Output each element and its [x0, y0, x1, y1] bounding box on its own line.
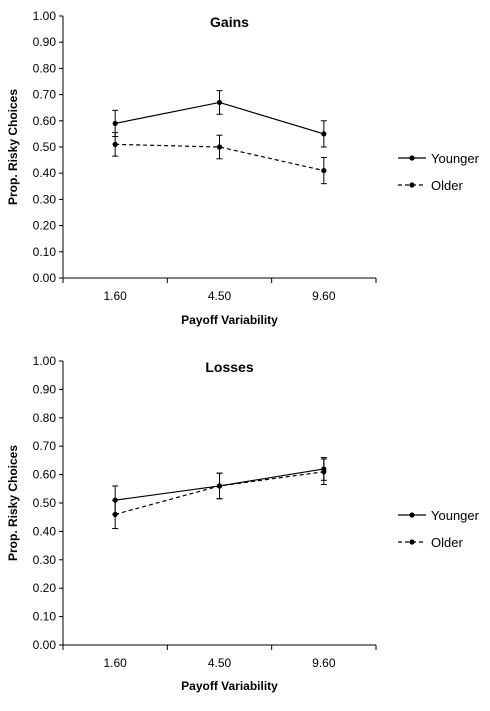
x-axis-label: Payoff Variability	[181, 313, 278, 327]
legend-marker-younger	[409, 512, 415, 518]
data-point-older	[112, 511, 118, 517]
y-tick-label: 0.70	[33, 439, 57, 453]
y-tick-label: 0.80	[33, 61, 57, 75]
x-tick-label: 9.60	[312, 656, 336, 670]
y-tick-label: 0.10	[33, 245, 57, 259]
legend-label-younger: Younger	[431, 508, 480, 523]
y-tick-label: 0.40	[33, 166, 57, 180]
y-tick-label: 0.50	[33, 496, 57, 510]
y-tick-label: 0.30	[33, 192, 57, 206]
y-tick-label: 0.10	[33, 610, 57, 624]
y-tick-label: 0.00	[33, 638, 57, 652]
y-tick-label: 1.00	[33, 354, 57, 368]
x-tick-label: 4.50	[208, 656, 232, 670]
x-tick-label: 4.50	[208, 289, 232, 303]
chart-1: 0.00 0.10 0.20 0.30 0.40 0.50 0.60 0.70 0.80 0.90…	[6, 354, 480, 693]
data-point-older	[321, 167, 327, 174]
y-axis-label: Prop. Risky Choices	[6, 89, 20, 205]
data-point-older	[216, 144, 223, 150]
chart-title: Gains	[210, 14, 249, 30]
x-tick-label: 9.60	[312, 289, 336, 303]
series-line-older	[115, 143, 324, 172]
legend-marker-older	[409, 539, 415, 545]
x-tick-label: 1.60	[103, 656, 127, 670]
legend-marker-older	[409, 182, 415, 188]
y-tick-label: 0.80	[33, 411, 57, 425]
y-axis-label: Prop. Risky Choices	[6, 445, 20, 561]
y-tick-label: 0.60	[33, 114, 57, 128]
data-point-younger	[216, 99, 223, 106]
y-tick-label: 0.90	[33, 35, 57, 49]
data-point-older	[112, 141, 118, 147]
data-point-older	[216, 483, 223, 489]
data-point-younger	[321, 131, 327, 137]
legend-label-older: Older	[431, 535, 463, 550]
legend-marker-younger	[409, 155, 415, 161]
y-tick-label: 0.00	[33, 271, 57, 285]
x-tick-label: 1.60	[103, 289, 127, 303]
data-point-older	[321, 469, 327, 475]
y-tick-label: 0.20	[33, 219, 57, 233]
data-point-younger	[112, 120, 118, 127]
y-tick-label: 0.60	[33, 468, 57, 482]
y-tick-label: 0.40	[33, 524, 57, 538]
legend-label-younger: Younger	[431, 151, 480, 166]
x-axis-label: Payoff Variability	[181, 679, 278, 693]
y-tick-label: 0.70	[33, 88, 57, 102]
y-tick-label: 0.90	[33, 382, 57, 396]
y-tick-label: 0.50	[33, 140, 57, 154]
y-tick-label: 1.00	[33, 9, 57, 23]
chart-title: Losses	[205, 359, 253, 375]
chart-0: 0.00 0.10 0.20 0.30 0.40 0.50 0.60 0.70 0.80 0.90…	[6, 9, 480, 327]
y-tick-label: 0.20	[33, 581, 57, 595]
y-tick-label: 0.30	[33, 553, 57, 567]
legend-label-older: Older	[431, 178, 463, 193]
